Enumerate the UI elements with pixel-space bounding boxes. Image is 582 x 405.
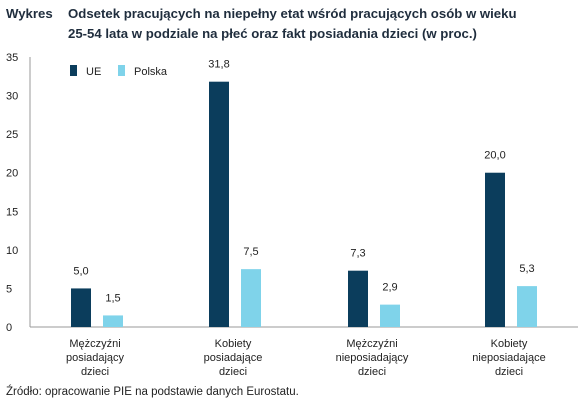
y-tick-label: 25 <box>6 129 18 141</box>
y-tick-label: 15 <box>6 206 18 218</box>
bar-ue-1 <box>71 288 91 327</box>
data-label-polska-2: 7,5 <box>243 246 258 258</box>
category-label: dzieci <box>358 366 386 378</box>
bar-polska-4 <box>517 286 537 327</box>
chart-title-prefix: Wykres <box>6 6 53 21</box>
data-label-ue-1: 5,0 <box>73 265 88 277</box>
category-label: Mężczyźni <box>346 338 397 350</box>
category-label: dzieci <box>81 366 109 378</box>
legend-label-ue: UE <box>86 66 101 78</box>
category-label: posiadający <box>66 352 125 364</box>
chart-title-line-2: 25-54 lata w podziale na płeć oraz fakt … <box>68 26 477 41</box>
legend-swatch-polska <box>118 65 125 76</box>
category-label: nieposiadające <box>472 352 545 364</box>
y-tick-label: 0 <box>6 322 12 334</box>
bar-polska-2 <box>241 269 261 327</box>
legend-label-polska: Polska <box>134 66 168 78</box>
category-label: Kobiety <box>215 338 252 350</box>
category-label: nieposiadający <box>336 352 409 364</box>
data-label-ue-2: 31,8 <box>208 59 229 71</box>
source-note: Źródło: opracowanie PIE na podstawie dan… <box>6 386 299 398</box>
bar-ue-4 <box>485 172 505 327</box>
chart-title-line-1: Odsetek pracujących na niepełny etat wśr… <box>68 6 517 21</box>
bar-polska-1 <box>103 315 123 327</box>
bar-ue-3 <box>348 270 368 327</box>
category-label: Mężczyźni <box>69 338 120 350</box>
y-tick-label: 20 <box>6 168 18 180</box>
y-tick-label: 5 <box>6 283 12 295</box>
legend-swatch-ue <box>70 65 77 76</box>
data-label-polska-3: 2,9 <box>382 282 397 294</box>
category-label: posiadające <box>204 352 263 364</box>
data-label-ue-3: 7,3 <box>350 248 365 260</box>
data-label-polska-4: 5,3 <box>519 263 534 275</box>
category-label: dzieci <box>495 366 523 378</box>
category-label: Kobiety <box>491 338 528 350</box>
y-tick-label: 35 <box>6 52 18 64</box>
bar-polska-3 <box>380 304 400 327</box>
category-label: dzieci <box>219 366 247 378</box>
data-label-ue-4: 20,0 <box>484 150 505 162</box>
y-tick-label: 10 <box>6 245 18 257</box>
bar-ue-2 <box>209 81 229 327</box>
y-tick-label: 30 <box>6 91 18 103</box>
bar-chart: 0 5 10 15 20 25 30 35 5,0 31,8 7,3 20,0 1,5 7,5 2,9 5,3… <box>6 52 578 378</box>
chart-title-text: Odsetek pracujących na niepełny etat wśr… <box>68 4 578 44</box>
data-label-polska-1: 1,5 <box>105 292 120 304</box>
